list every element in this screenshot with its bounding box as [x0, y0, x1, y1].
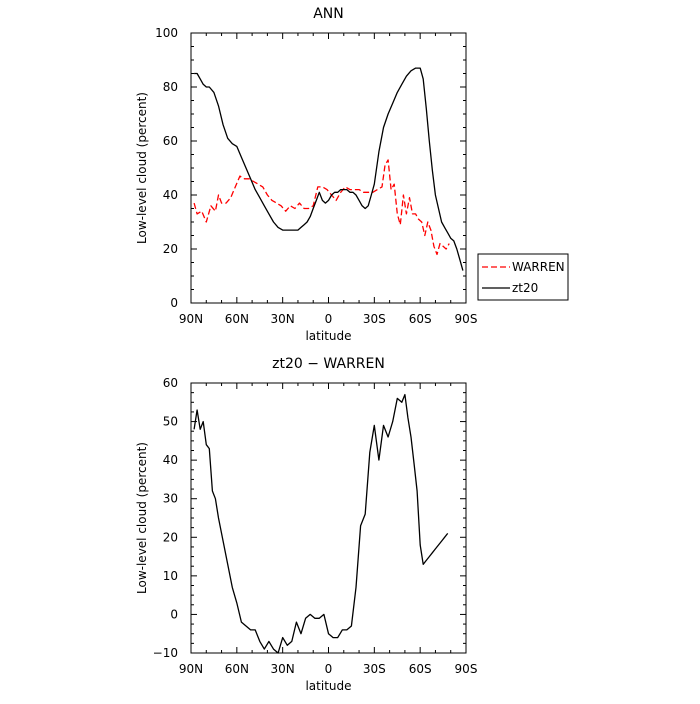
x-tick-label: 60N [225, 662, 249, 676]
y-tick-label: 20 [163, 530, 178, 544]
x-tick-label: 90N [179, 312, 203, 326]
x-tick-label: 30S [363, 312, 386, 326]
series-line-warren [193, 159, 450, 256]
series-line-zt20 [194, 67, 464, 271]
y-tick-label: 40 [163, 453, 178, 467]
x-tick-label: 30N [271, 312, 295, 326]
legend-label-zt20: zt20 [512, 281, 538, 295]
x-axis-label: latitude [305, 679, 351, 693]
y-tick-label: −10 [153, 646, 178, 660]
x-tick-label: 90N [179, 662, 203, 676]
chart-title: zt20 − WARREN [272, 356, 385, 372]
chart-title: ANN [313, 6, 344, 22]
y-tick-label: 30 [163, 492, 178, 506]
x-tick-label: 30N [271, 662, 295, 676]
y-tick-label: 0 [170, 607, 178, 621]
x-tick-label: 90S [455, 312, 478, 326]
chart-top-panel: ANN 90N 60N 30N 0 30S 60S 90S 0 20 40 60 80 100 latitu… [135, 6, 477, 343]
x-axis-label: latitude [305, 329, 351, 343]
series-line-difference [193, 393, 449, 654]
chart-bottom-panel: zt20 − WARREN 90N 60N 30N 0 30S 60S 90S −10 0 10 20… [135, 356, 477, 693]
x-tick-label: 0 [325, 662, 333, 676]
x-tick-label: 90S [455, 662, 478, 676]
y-tick-label: 50 [163, 415, 178, 429]
x-tick-label: 60N [225, 312, 249, 326]
x-tick-label: 60S [409, 312, 432, 326]
x-tick-label: 60S [409, 662, 432, 676]
y-tick-label: 40 [163, 188, 178, 202]
y-tick-label: 60 [163, 134, 178, 148]
y-axis-label: Low-level cloud (percent) [135, 442, 149, 594]
y-axis-label: Low-level cloud (percent) [135, 92, 149, 244]
y-tick-label: 80 [163, 80, 178, 94]
legend-label-warren: WARREN [512, 260, 565, 274]
y-tick-label: 10 [163, 569, 178, 583]
y-tick-label: 60 [163, 376, 178, 390]
y-tick-label: 100 [155, 26, 178, 40]
x-tick-label: 30S [363, 662, 386, 676]
legend: WARREN zt20 [477, 253, 569, 301]
y-tick-label: 0 [170, 296, 178, 310]
y-tick-label: 20 [163, 242, 178, 256]
legend-box [477, 253, 569, 301]
x-tick-label: 0 [325, 312, 333, 326]
